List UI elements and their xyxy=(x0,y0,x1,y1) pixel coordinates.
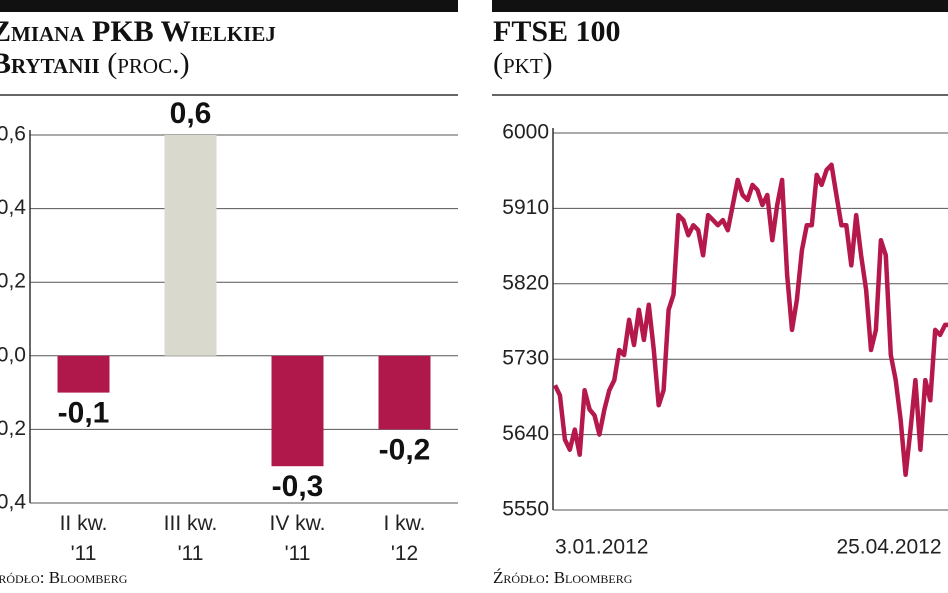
bar xyxy=(57,355,110,393)
y-tick-label: 5730 xyxy=(502,347,549,370)
chart-subtitle: (proc.) xyxy=(107,47,190,80)
y-tick-label: 0,4 xyxy=(0,196,26,219)
bar xyxy=(271,355,324,467)
y-tick-label: -0,4 xyxy=(0,491,26,514)
bar xyxy=(164,135,217,356)
x-tick-label: III kw. '11 xyxy=(164,512,218,565)
y-tick-label: -0,2 xyxy=(0,417,26,440)
y-tick-label: 0,6 xyxy=(0,123,26,146)
source: Źródło: Bloomberg xyxy=(0,568,128,587)
source: Źródło: Bloomberg xyxy=(493,568,633,587)
bar xyxy=(378,355,431,430)
y-tick-label: 5550 xyxy=(502,498,549,521)
x-tick-label: 3.01.2012 xyxy=(555,536,648,559)
x-tick-label: 25.04.2012 xyxy=(836,536,941,559)
title-block: Zmiana PKB Wielkiej Brytanii (proc.) xyxy=(0,16,381,80)
chart-title: FTSE 100 xyxy=(493,15,621,48)
y-tick-label: 0,2 xyxy=(0,270,26,293)
value-label: -0,2 xyxy=(379,433,431,466)
value-label: -0,1 xyxy=(58,397,110,430)
value-label: 0,6 xyxy=(170,97,212,130)
chart-subtitle: (pkt) xyxy=(493,47,553,80)
title-block: FTSE 100 (pkt) xyxy=(493,16,693,80)
header-bar xyxy=(492,0,948,12)
x-tick-label: II kw. '11 xyxy=(60,512,108,565)
y-tick-label: 5910 xyxy=(502,196,549,219)
x-tick-label: IV kw. '11 xyxy=(269,512,325,565)
y-tick-label: 5820 xyxy=(502,271,549,294)
line-series xyxy=(552,162,948,478)
y-tick-label: 6000 xyxy=(502,121,549,144)
y-tick-label: 0,0 xyxy=(0,343,26,366)
x-tick-label: I kw. '12 xyxy=(383,512,425,565)
value-label: -0,3 xyxy=(272,470,324,503)
header-bar xyxy=(0,0,458,12)
chart-title: Zmiana PKB Wielkiej Brytanii xyxy=(0,15,276,80)
y-tick-label: 5640 xyxy=(502,422,549,445)
